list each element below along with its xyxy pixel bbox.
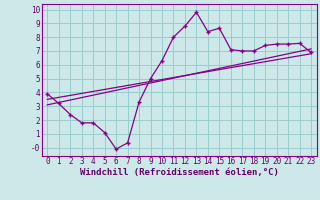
X-axis label: Windchill (Refroidissement éolien,°C): Windchill (Refroidissement éolien,°C): [80, 168, 279, 177]
